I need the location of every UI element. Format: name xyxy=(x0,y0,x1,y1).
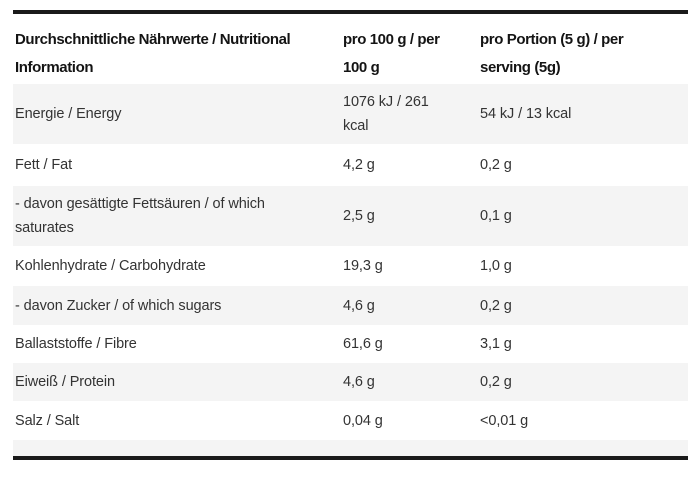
nutrient-label: - davon Zucker / of which sugars xyxy=(15,297,222,314)
nutrient-label-line2: saturates xyxy=(15,220,74,236)
header-per-100g-line2: 100 g xyxy=(343,59,380,76)
nutrient-label: Energie / Energy xyxy=(15,106,122,122)
row-fibre: Ballaststoffe / Fibre 61,6 g 3,1 g xyxy=(13,325,688,363)
nutrient-label-line1: - davon gesättigte Fettsäuren / of which xyxy=(15,196,265,212)
nutrient-label-cell: Ballaststoffe / Fibre xyxy=(13,332,343,356)
per-100g-value-cell: 19,3 g xyxy=(343,254,480,278)
table-header-row: Durchschnittliche Nährwerte / Nutritiona… xyxy=(13,14,688,84)
row-protein: Eiweiß / Protein 4,6 g 0,2 g xyxy=(13,363,688,401)
header-nutrient-line1: Durchschnittliche Nährwerte / Nutritiona… xyxy=(15,31,291,48)
nutrient-label: Kohlenhydrate / Carbohydrate xyxy=(15,258,206,274)
per-serving-value-cell: 3,1 g xyxy=(480,332,688,356)
table-footer-band xyxy=(13,440,688,456)
per-serving-value-cell: <0,01 g xyxy=(480,409,688,433)
per-100g-value: 4,6 g xyxy=(343,297,375,314)
per-100g-value-cell: 0,04 g xyxy=(343,409,480,433)
per-serving-value-cell: 54 kJ / 13 kcal xyxy=(480,102,688,126)
header-per-serving-line1: pro Portion (5 g) / per xyxy=(480,31,624,48)
header-per-serving-column: pro Portion (5 g) / per serving (5g) xyxy=(480,26,688,82)
per-100g-value-cell: 61,6 g xyxy=(343,332,480,356)
table-top-rule xyxy=(13,10,688,14)
row-energy: Energie / Energy 1076 kJ / 261 kcal 54 k… xyxy=(13,84,688,144)
nutrient-label-cell: Fett / Fat xyxy=(13,153,343,177)
per-100g-value-cell: 4,2 g xyxy=(343,153,480,177)
row-saturates: - davon gesättigte Fettsäuren / of which… xyxy=(13,186,688,246)
nutrient-label-cell: - davon Zucker / of which sugars xyxy=(13,294,343,318)
per-serving-value: 54 kJ / 13 kcal xyxy=(480,106,572,122)
per-serving-value-cell: 0,1 g xyxy=(480,204,688,228)
per-serving-value-cell: 0,2 g xyxy=(480,294,688,318)
header-per-100g-column: pro 100 g / per 100 g xyxy=(343,26,480,82)
per-100g-value-line1: 1076 kJ / 261 xyxy=(343,94,429,110)
header-nutrient-column: Durchschnittliche Nährwerte / Nutritiona… xyxy=(13,26,343,82)
nutrition-table: Durchschnittliche Nährwerte / Nutritiona… xyxy=(13,10,688,460)
per-100g-value: 4,6 g xyxy=(343,374,375,390)
per-serving-value: 3,1 g xyxy=(480,336,512,352)
per-100g-value: 4,2 g xyxy=(343,157,375,173)
nutrient-label-cell: Salz / Salt xyxy=(13,409,343,433)
nutrient-label: Eiweiß / Protein xyxy=(15,374,115,390)
per-100g-value: 61,6 g xyxy=(343,336,383,352)
per-serving-value: 0,2 g xyxy=(480,297,512,314)
nutrient-label: Ballaststoffe / Fibre xyxy=(15,336,137,352)
row-salt: Salz / Salt 0,04 g <0,01 g xyxy=(13,401,688,440)
row-fat: Fett / Fat 4,2 g 0,2 g xyxy=(13,144,688,186)
per-100g-value-cell: 4,6 g xyxy=(343,294,480,318)
nutrient-label-cell: Kohlenhydrate / Carbohydrate xyxy=(13,254,343,278)
per-serving-value: 0,2 g xyxy=(480,374,512,390)
header-nutrient-line2: Information xyxy=(15,59,94,76)
per-100g-value: 19,3 g xyxy=(343,258,383,274)
nutrient-label: Fett / Fat xyxy=(15,157,73,173)
row-sugars: - davon Zucker / of which sugars 4,6 g 0… xyxy=(13,286,688,325)
nutrient-label-cell: Energie / Energy xyxy=(13,102,343,126)
header-per-serving-line2: serving (5g) xyxy=(480,59,561,76)
per-100g-value-cell: 1076 kJ / 261 kcal xyxy=(343,90,480,138)
nutrient-label-cell: - davon gesättigte Fettsäuren / of which… xyxy=(13,192,343,240)
per-100g-value: 2,5 g xyxy=(343,208,375,224)
per-serving-value: <0,01 g xyxy=(480,412,529,429)
per-100g-value: 0,04 g xyxy=(343,412,383,429)
table-bottom-rule xyxy=(13,456,688,460)
per-100g-value-cell: 2,5 g xyxy=(343,204,480,228)
per-serving-value: 0,1 g xyxy=(480,208,512,224)
per-serving-value: 0,2 g xyxy=(480,157,512,173)
per-100g-value-line2: kcal xyxy=(343,118,369,134)
per-serving-value-cell: 1,0 g xyxy=(480,254,688,278)
per-100g-value-cell: 4,6 g xyxy=(343,370,480,394)
nutrient-label: Salz / Salt xyxy=(15,412,80,429)
per-serving-value: 1,0 g xyxy=(480,258,512,274)
row-carbohydrate: Kohlenhydrate / Carbohydrate 19,3 g 1,0 … xyxy=(13,246,688,286)
per-serving-value-cell: 0,2 g xyxy=(480,153,688,177)
header-per-100g-line1: pro 100 g / per xyxy=(343,31,440,48)
nutrient-label-cell: Eiweiß / Protein xyxy=(13,370,343,394)
per-serving-value-cell: 0,2 g xyxy=(480,370,688,394)
